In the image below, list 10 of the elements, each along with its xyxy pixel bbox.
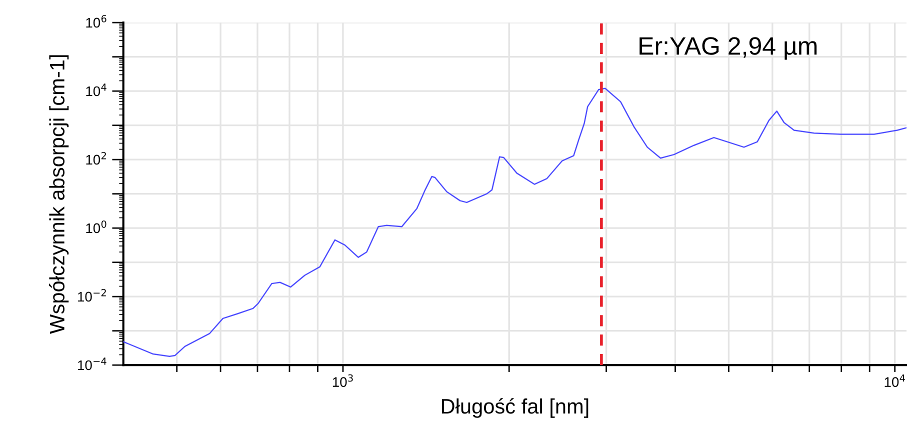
y-tick-label: 10$^{0}$ bbox=[86, 220, 106, 234]
y-tick-label: 10$^{4}$ bbox=[86, 84, 106, 96]
x-tick-label: 10$^{3}$ bbox=[332, 374, 353, 387]
y-tick-label: 10$^{6}$ bbox=[86, 14, 106, 28]
ref-line-label: Er:YAG 2,94 µm bbox=[640, 37, 817, 60]
y-axis-title: Współczynnik absorpcji [cm-1] bbox=[48, 55, 69, 334]
y-tick-label: 10$^{−2}$ bbox=[78, 288, 106, 302]
y-tick-label: 10$^{2}$ bbox=[86, 152, 106, 165]
x-axis-title: Długość fal [nm] bbox=[442, 398, 588, 418]
y-tick-label: 10$^{−4}$ bbox=[78, 358, 106, 370]
